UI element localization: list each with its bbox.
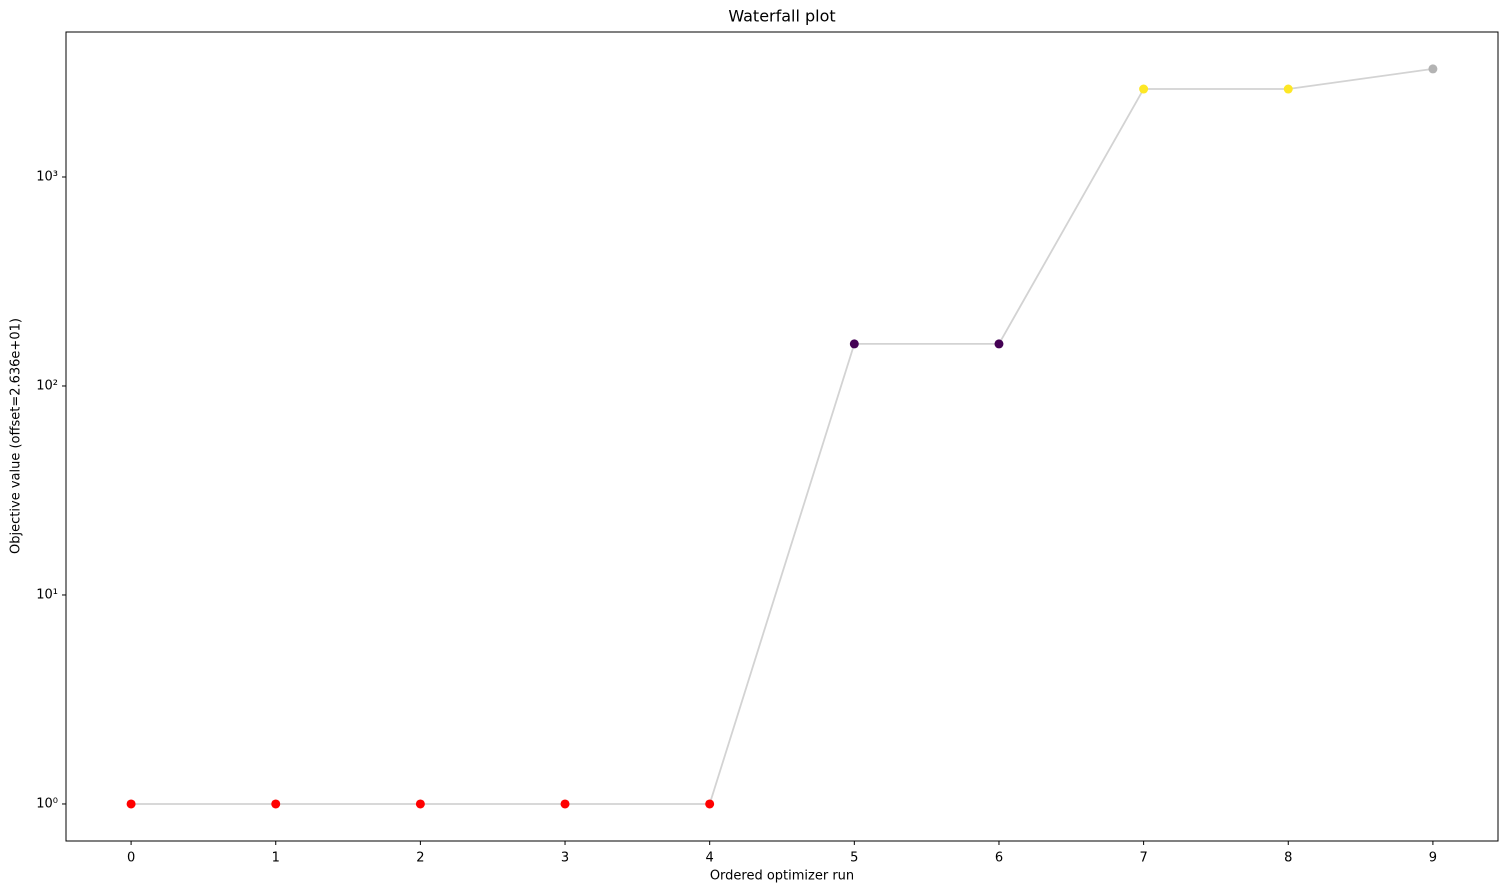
x-tick-label: 8 xyxy=(1284,851,1292,866)
data-point xyxy=(415,799,425,809)
x-tick-label: 5 xyxy=(850,851,858,866)
data-point xyxy=(849,339,859,349)
data-point xyxy=(1428,64,1438,74)
x-tick-label: 6 xyxy=(995,851,1003,866)
x-axis-label: Ordered optimizer run xyxy=(710,869,854,884)
x-tick-label: 0 xyxy=(127,851,135,866)
data-point xyxy=(1283,84,1293,94)
data-point xyxy=(271,799,281,809)
x-tick-label: 2 xyxy=(416,851,424,866)
chart-title: Waterfall plot xyxy=(728,7,835,26)
y-tick-label: 10² xyxy=(36,378,58,393)
data-point xyxy=(705,799,715,809)
data-point xyxy=(560,799,570,809)
x-tick-label: 3 xyxy=(561,851,569,866)
y-tick-label: 10¹ xyxy=(36,587,58,602)
x-tick-label: 9 xyxy=(1429,851,1437,866)
y-tick-label: 10⁰ xyxy=(36,796,58,811)
data-point xyxy=(126,799,136,809)
plot-frame xyxy=(65,31,1499,842)
x-tick-label: 1 xyxy=(272,851,280,866)
series-line xyxy=(131,68,1434,805)
data-point xyxy=(994,339,1004,349)
y-axis-label: Objective value (offset=2.636e+01) xyxy=(9,318,24,554)
x-tick-label: 7 xyxy=(1139,851,1147,866)
data-point xyxy=(1139,84,1149,94)
y-tick-label: 10³ xyxy=(36,169,58,184)
x-tick-label: 4 xyxy=(706,851,714,866)
